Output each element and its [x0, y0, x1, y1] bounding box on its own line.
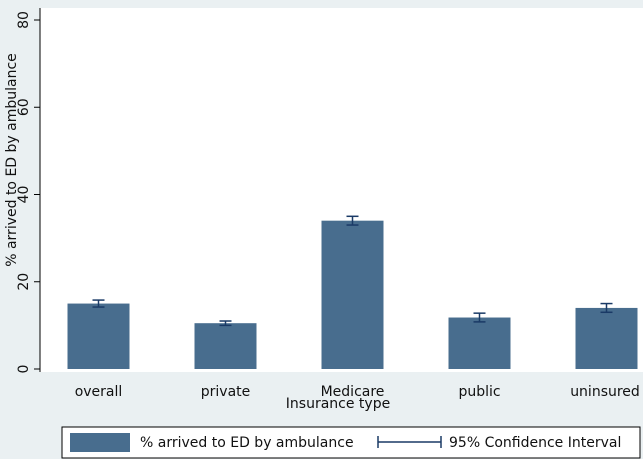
- bar: [575, 307, 638, 369]
- y-tick-label: 0: [16, 365, 32, 374]
- x-tick-label: public: [458, 384, 500, 400]
- legend-label: % arrived to ED by ambulance: [140, 435, 354, 451]
- bar: [448, 317, 511, 369]
- y-axis-title: % arrived to ED by ambulance: [4, 53, 20, 267]
- legend-ci-label: 95% Confidence Interval: [449, 435, 621, 451]
- y-tick-label: 60: [16, 98, 32, 116]
- bar: [194, 323, 257, 369]
- legend-swatch: [70, 433, 130, 452]
- y-tick-label: 20: [16, 273, 32, 291]
- bar: [67, 303, 130, 369]
- x-tick-label: Medicare: [321, 384, 385, 400]
- x-tick-label: overall: [75, 384, 123, 400]
- x-axis-title: Insurance type: [286, 396, 390, 412]
- legend: [61, 426, 641, 459]
- x-tick-label: uninsured: [570, 384, 640, 400]
- y-tick-label: 40: [16, 186, 32, 204]
- x-tick-label: private: [201, 384, 251, 400]
- bar: [321, 220, 384, 369]
- y-tick-label: 80: [16, 11, 32, 29]
